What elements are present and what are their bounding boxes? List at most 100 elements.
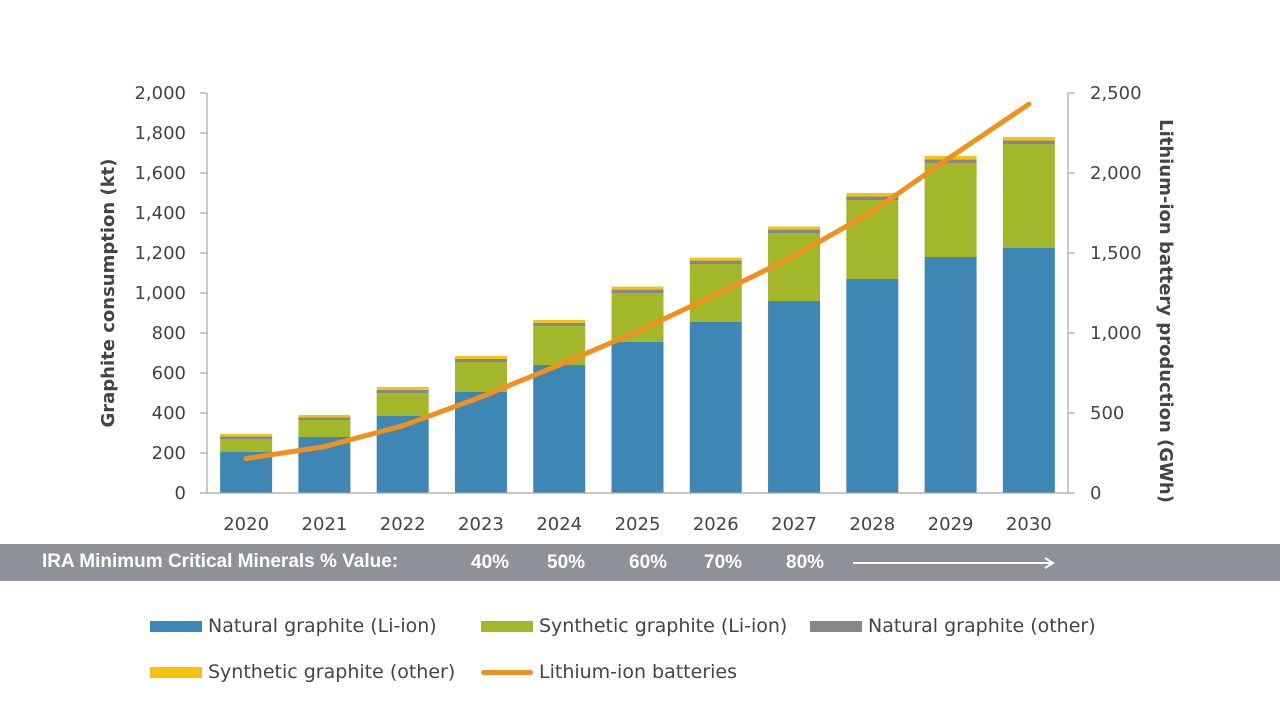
bar-natural-graphite-other-2026 (689, 260, 742, 264)
y-tick-label: 1,600 (134, 163, 186, 184)
legend-label: Natural graphite (Li-ion) (208, 615, 437, 637)
bar-natural-graphite-li-ion-2026 (689, 322, 742, 493)
x-tick-label: 2030 (1006, 514, 1052, 535)
bar-synthetic-graphite-li-ion-2020 (220, 439, 273, 452)
line-point-2027 (791, 253, 797, 259)
y2-tick-label: 1,000 (1090, 323, 1142, 344)
line-point-2026 (713, 292, 719, 298)
ira-pct-80: 80% (786, 552, 825, 573)
ira-band (0, 544, 1280, 581)
y2-tick-label: 2,500 (1090, 83, 1142, 104)
line-point-2029 (948, 154, 954, 160)
bar-synthetic-graphite-other-2020 (220, 434, 273, 437)
line-point-2025 (635, 328, 640, 334)
bar-natural-graphite-li-ion-2029 (924, 257, 977, 493)
bar-natural-graphite-other-2020 (220, 436, 273, 439)
y-tick-label: 400 (152, 403, 186, 424)
bar-natural-graphite-li-ion-2030 (1002, 248, 1055, 493)
x-tick-label: 2020 (223, 514, 269, 535)
ira-band-label: IRA Minimum Critical Minerals % Value: (42, 551, 399, 572)
chart: 0 200 400 600 800 1,000 1,200 1,400 1,600 1,800 2,… (98, 83, 1176, 535)
bar-synthetic-graphite-li-ion-2021 (298, 420, 351, 437)
bar-synthetic-graphite-li-ion-2029 (924, 163, 977, 257)
bar-synthetic-graphite-li-ion-2023 (454, 362, 507, 392)
legend-swatch (150, 620, 202, 632)
line-point-2023 (478, 394, 484, 400)
bar-synthetic-graphite-other-2025 (611, 286, 664, 290)
y-tick-label: 0 (175, 483, 186, 504)
ira-pct-40: 40% (471, 552, 510, 573)
x-tick-label: 2023 (458, 514, 504, 535)
legend-label: Natural graphite (other) (868, 615, 1096, 637)
right-arrow-icon (853, 557, 1055, 569)
y-tick-label: 1,400 (134, 203, 186, 224)
bar-natural-graphite-other-2024 (533, 322, 586, 326)
bar-natural-graphite-other-2027 (768, 229, 821, 233)
x-tick-label: 2025 (615, 514, 661, 535)
y-tick-label: 1,000 (134, 283, 186, 304)
y2-axis-title: Lithium-ion battery production (GWh) (1155, 119, 1176, 503)
bar-synthetic-graphite-other-2021 (298, 415, 351, 418)
line-point-2028 (869, 208, 875, 214)
x-tick-label: 2022 (380, 514, 426, 535)
bar-natural-graphite-li-ion-2025 (611, 342, 664, 493)
x-tick-label: 2021 (302, 514, 348, 535)
line-point-2024 (556, 362, 562, 368)
bar-natural-graphite-other-2023 (454, 358, 507, 362)
bar-synthetic-graphite-other-2024 (533, 320, 586, 323)
y-tick-label: 1,800 (134, 123, 186, 144)
bar-natural-graphite-li-ion-2028 (846, 279, 899, 493)
legend-item-synthetic-graphite-other: Synthetic graphite (other) (150, 660, 455, 684)
legend-label: Synthetic graphite (other) (208, 661, 456, 683)
bar-synthetic-graphite-li-ion-2022 (376, 393, 429, 416)
line-point-2030 (1026, 101, 1032, 107)
x-tick-label: 2029 (928, 514, 974, 535)
ira-pct-70: 70% (704, 552, 743, 573)
ira-pct-50: 50% (547, 552, 586, 573)
y2-tick-label: 2,000 (1090, 163, 1142, 184)
y2-tick-label: 500 (1090, 403, 1124, 424)
legend-swatch (810, 620, 862, 632)
bar-natural-graphite-other-2022 (376, 389, 429, 393)
axes-layer: 0 200 400 600 800 1,000 1,200 1,400 1,600 1,800 2,… (134, 83, 1141, 535)
ira-pct-60: 60% (629, 552, 668, 573)
bar-synthetic-graphite-other-2022 (376, 387, 429, 390)
line-point-2022 (400, 423, 406, 429)
bar-natural-graphite-other-2025 (611, 289, 664, 293)
bar-synthetic-graphite-li-ion-2030 (1002, 144, 1055, 248)
legend-item-natural-graphite-other: Natural graphite (other) (810, 614, 1096, 638)
bar-synthetic-graphite-li-ion-2025 (611, 293, 664, 342)
legend-item-lithium-ion-batteries: Lithium-ion batteries (481, 660, 737, 684)
y-tick-label: 200 (152, 443, 186, 464)
legend-item-natural-graphite-li-ion: Natural graphite (Li-ion) (150, 614, 437, 638)
bar-natural-graphite-other-2030 (1002, 140, 1055, 144)
legend-label: Synthetic graphite (Li-ion) (539, 615, 788, 637)
x-tick-label: 2024 (536, 514, 582, 535)
y-tick-label: 1,200 (134, 243, 186, 264)
bar-synthetic-graphite-other-2026 (689, 257, 742, 261)
bar-natural-graphite-other-2029 (924, 159, 977, 163)
legend-item-synthetic-graphite-li-ion: Synthetic graphite (Li-ion) (481, 614, 787, 638)
legend-label: Lithium-ion batteries (539, 661, 737, 683)
y-tick-label: 800 (152, 323, 186, 344)
bar-natural-graphite-other-2028 (846, 196, 899, 200)
y2-tick-label: 1,500 (1090, 243, 1142, 264)
legend-swatch (481, 620, 533, 632)
legend-line (481, 669, 533, 675)
y-axis-title: Graphite consumption (kt) (98, 158, 119, 427)
line-point-2020 (243, 456, 249, 462)
bar-synthetic-graphite-other-2027 (768, 226, 821, 230)
bars-layer (220, 137, 1055, 493)
bar-natural-graphite-li-ion-2027 (768, 301, 821, 493)
bar-synthetic-graphite-other-2028 (846, 193, 899, 197)
x-tick-label: 2028 (849, 514, 895, 535)
line-point-2021 (321, 444, 327, 450)
y2-tick-label: 0 (1090, 483, 1101, 504)
bar-natural-graphite-li-ion-2024 (533, 365, 586, 493)
bar-synthetic-graphite-other-2030 (1002, 137, 1055, 141)
line-layer (243, 101, 1032, 462)
bar-synthetic-graphite-other-2023 (454, 356, 507, 359)
bar-natural-graphite-li-ion-2023 (454, 392, 507, 493)
y-tick-label: 600 (152, 363, 186, 384)
legend-swatch (150, 666, 202, 678)
